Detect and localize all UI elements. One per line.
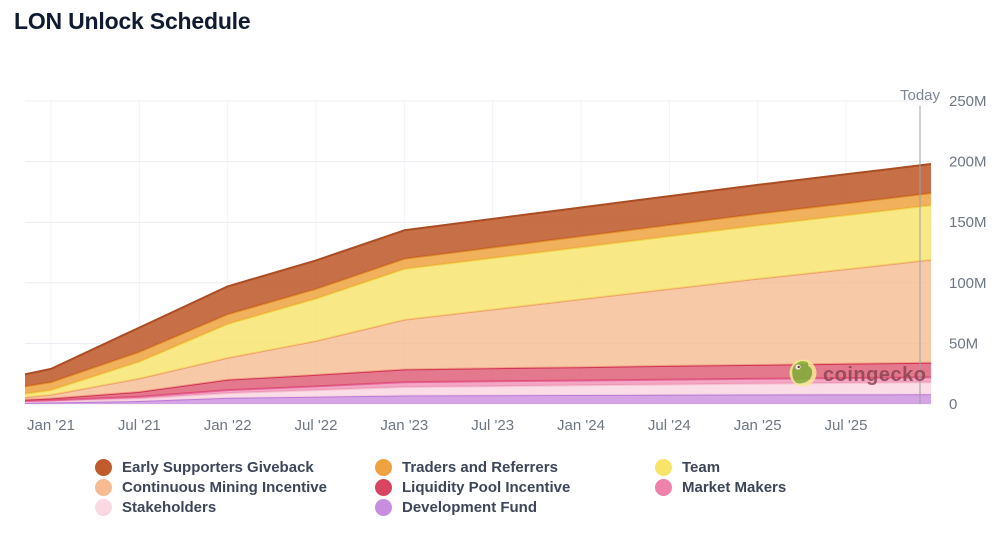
svg-text:Jul '21: Jul '21 — [118, 417, 161, 434]
area-stakeholders[interactable] — [25, 382, 931, 403]
svg-text:250M: 250M — [949, 93, 987, 110]
y-axis-labels: 0 50M 100M 150M 200M 250M — [949, 93, 987, 413]
legend-item-market-makers[interactable]: Market Makers — [655, 477, 786, 497]
area-traders-and-referrers[interactable] — [25, 193, 931, 394]
svg-text:Jan '23: Jan '23 — [380, 417, 428, 434]
legend-dot-team — [655, 458, 672, 476]
svg-text:100M: 100M — [949, 275, 987, 292]
area-market-makers[interactable] — [25, 377, 931, 402]
area-top-edge-team — [24, 204, 932, 395]
legend-label: Market Makers — [682, 478, 787, 496]
legend-item-team[interactable]: Team — [655, 457, 786, 477]
legend-dot-traders-and-referrers — [375, 458, 392, 476]
svg-text:Jan '21: Jan '21 — [27, 417, 75, 434]
legend-label: Traders and Referrers — [402, 458, 558, 476]
coingecko-gecko-icon — [789, 359, 817, 387]
chart-legend: Early Supporters Giveback Traders and Ref… — [95, 457, 786, 517]
legend-label: Development Fund — [402, 498, 538, 516]
svg-text:Jul '25: Jul '25 — [825, 417, 868, 434]
legend-dot-liquidity-pool-incentive — [375, 478, 392, 496]
legend-dot-development-fund — [375, 498, 392, 516]
legend-label: Early Supporters Giveback — [122, 458, 314, 476]
legend-dot-market-makers — [655, 478, 672, 496]
legend-item-development-fund[interactable]: Development Fund — [375, 497, 655, 517]
svg-text:Jul '22: Jul '22 — [295, 417, 338, 434]
svg-text:Jul '24: Jul '24 — [648, 417, 691, 434]
area-team[interactable] — [25, 205, 931, 398]
legend-dot-stakeholders — [95, 498, 112, 516]
stacked-areas — [24, 163, 932, 404]
area-top-edge-early-supporters-giveback — [24, 163, 932, 376]
svg-text:0: 0 — [949, 396, 957, 413]
area-liquidity-pool-incentive[interactable] — [25, 362, 931, 401]
area-continuous-mining-incentive[interactable] — [25, 259, 931, 400]
legend-item-continuous-mining-incentive[interactable]: Continuous Mining Incentive — [95, 477, 375, 497]
svg-text:Jan '22: Jan '22 — [204, 417, 252, 434]
svg-text:200M: 200M — [949, 154, 987, 171]
svg-text:Jul '23: Jul '23 — [471, 417, 514, 434]
svg-text:Jan '25: Jan '25 — [734, 417, 782, 434]
legend-label: Continuous Mining Incentive — [122, 478, 327, 496]
svg-text:Jan '24: Jan '24 — [557, 417, 605, 434]
coingecko-watermark: coingecko — [789, 359, 926, 387]
legend-item-stakeholders[interactable]: Stakeholders — [95, 497, 375, 517]
legend-dot-continuous-mining-incentive — [95, 478, 112, 496]
svg-text:150M: 150M — [949, 214, 987, 231]
today-label: Today — [900, 87, 941, 104]
legend-label: Liquidity Pool Incentive — [402, 478, 571, 496]
legend-label: Stakeholders — [122, 498, 217, 516]
x-axis-labels: Jan '21 Jul '21 Jan '22 Jul '22 Jan '23 Jul '… — [27, 417, 867, 434]
legend-item-liquidity-pool-incentive[interactable]: Liquidity Pool Incentive — [375, 477, 655, 497]
legend-item-traders-and-referrers[interactable]: Traders and Referrers — [375, 457, 655, 477]
legend-label: Team — [682, 458, 721, 476]
legend-dot-early-supporters-giveback — [95, 458, 112, 476]
area-development-fund[interactable] — [25, 394, 931, 404]
area-early-supporters-giveback[interactable] — [25, 164, 931, 387]
page-title: LON Unlock Schedule — [14, 8, 251, 34]
legend-item-early-supporters-giveback[interactable]: Early Supporters Giveback — [95, 457, 375, 477]
coingecko-watermark-text: coingecko — [823, 364, 926, 386]
svg-text:50M: 50M — [949, 335, 978, 352]
